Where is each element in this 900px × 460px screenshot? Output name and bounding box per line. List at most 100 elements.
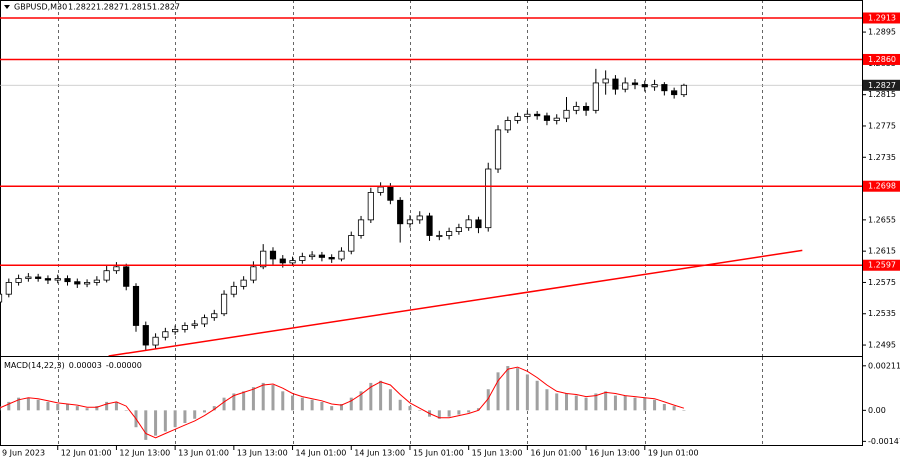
macd-bar (251, 387, 255, 411)
macd-bar (555, 393, 559, 411)
macd-bar (379, 380, 383, 411)
macd-bar (349, 397, 353, 411)
candle-body (680, 84, 688, 96)
macd-bar (36, 399, 40, 411)
current-price-label: 1.2827 (868, 81, 896, 90)
macd-bar (17, 397, 21, 411)
macd-bar (516, 368, 520, 411)
macd-bar (369, 382, 373, 411)
y-tick-label: 1.2615 (868, 247, 896, 256)
candle-body (240, 279, 247, 287)
candle-body (338, 250, 345, 260)
macd-bar (545, 389, 549, 411)
macd-bar (56, 404, 60, 411)
y-tick-label: 1.2535 (868, 309, 896, 318)
candle-body (172, 328, 179, 333)
level-label-box (863, 259, 900, 271)
x-tick-label: 9 Jun 2023 (2, 449, 45, 458)
candle-body (504, 120, 511, 131)
trend-line (108, 249, 803, 356)
candle-body (113, 266, 120, 272)
macd-bar (339, 404, 343, 411)
x-tick-label: 15 Jun 01:00 (413, 449, 464, 458)
candle-body (651, 84, 658, 88)
macd-y-tick-label: -0.00147 (868, 437, 900, 446)
symbol-header: GBPUSD,M30 (14, 3, 67, 12)
level-label-box (863, 180, 900, 192)
plot-frame (0, 0, 863, 446)
macd-bar (144, 410, 148, 440)
candle-body (377, 186, 384, 193)
macd-bar (163, 410, 167, 432)
candle-body (416, 215, 423, 221)
candle-body (103, 270, 110, 281)
candle-body (436, 235, 443, 237)
candle-body (318, 254, 325, 258)
candle-body (83, 282, 91, 285)
macd-bar (66, 404, 70, 411)
candle-body (348, 235, 355, 252)
candle-body (289, 260, 296, 264)
macd-title: MACD(14,22,3) (4, 361, 65, 370)
candle-body (54, 278, 61, 281)
x-tick-label: 13 Jun 13:00 (237, 449, 288, 458)
candle-body (64, 278, 71, 283)
macd-y-tick-label: 0.00211 (868, 361, 900, 370)
candle-body (132, 285, 140, 326)
x-tick-label: 14 Jun 13:00 (354, 449, 405, 458)
candle-body (250, 266, 257, 281)
macd-bar (486, 389, 490, 411)
candle-body (563, 109, 570, 119)
x-tick-label: 16 Jun 01:00 (530, 449, 581, 458)
candle-body (269, 250, 277, 260)
macd-y-tick-label: 0.00 (868, 406, 886, 415)
macd-bar (633, 397, 637, 411)
macd-bar (242, 391, 246, 411)
candle-body (15, 278, 22, 283)
macd-bar (154, 410, 158, 436)
macd-bar (105, 401, 109, 411)
candle-body (220, 293, 228, 315)
header-value: 1.2815 (124, 3, 152, 12)
x-tick-label: 12 Jun 01:00 (61, 449, 112, 458)
y-tick-label: 1.2655 (868, 215, 896, 224)
macd-bar (682, 410, 686, 411)
candle-body (485, 168, 492, 229)
candle-body (191, 323, 198, 326)
macd-bar (447, 410, 451, 417)
candle-body (455, 227, 462, 232)
price-panel (0, 68, 862, 356)
level-label-box (863, 53, 900, 65)
macd-bar (594, 393, 598, 411)
macd-bar (114, 401, 118, 411)
macd-bar (271, 385, 275, 411)
candle-body (181, 325, 189, 330)
signal-line (0, 366, 685, 439)
candle-body (475, 219, 482, 229)
candle-body (5, 282, 12, 295)
macd-bar (584, 397, 588, 411)
header-value: 1.2827 (152, 3, 180, 12)
macd-bar (212, 406, 216, 411)
candle-body (367, 192, 374, 221)
macd-bar (291, 395, 295, 411)
candle-body (622, 82, 629, 90)
candle-body (211, 313, 218, 319)
candle-body (612, 78, 619, 90)
candle-body (142, 325, 149, 346)
macd-bar (310, 399, 314, 411)
macd-bar (476, 408, 480, 411)
menu-triangle[interactable] (4, 5, 10, 9)
macd-bar (26, 397, 30, 411)
candle-body (309, 254, 316, 258)
macd-panel (0, 366, 686, 440)
macd-bar (457, 410, 461, 415)
candle-body (592, 82, 599, 111)
candle-body (631, 82, 639, 85)
candle-body (260, 250, 267, 268)
macd-bar (388, 389, 392, 411)
macd-bar (124, 410, 128, 411)
macd-value: -0.00000 (106, 361, 142, 370)
level-label: 1.2698 (868, 182, 896, 191)
